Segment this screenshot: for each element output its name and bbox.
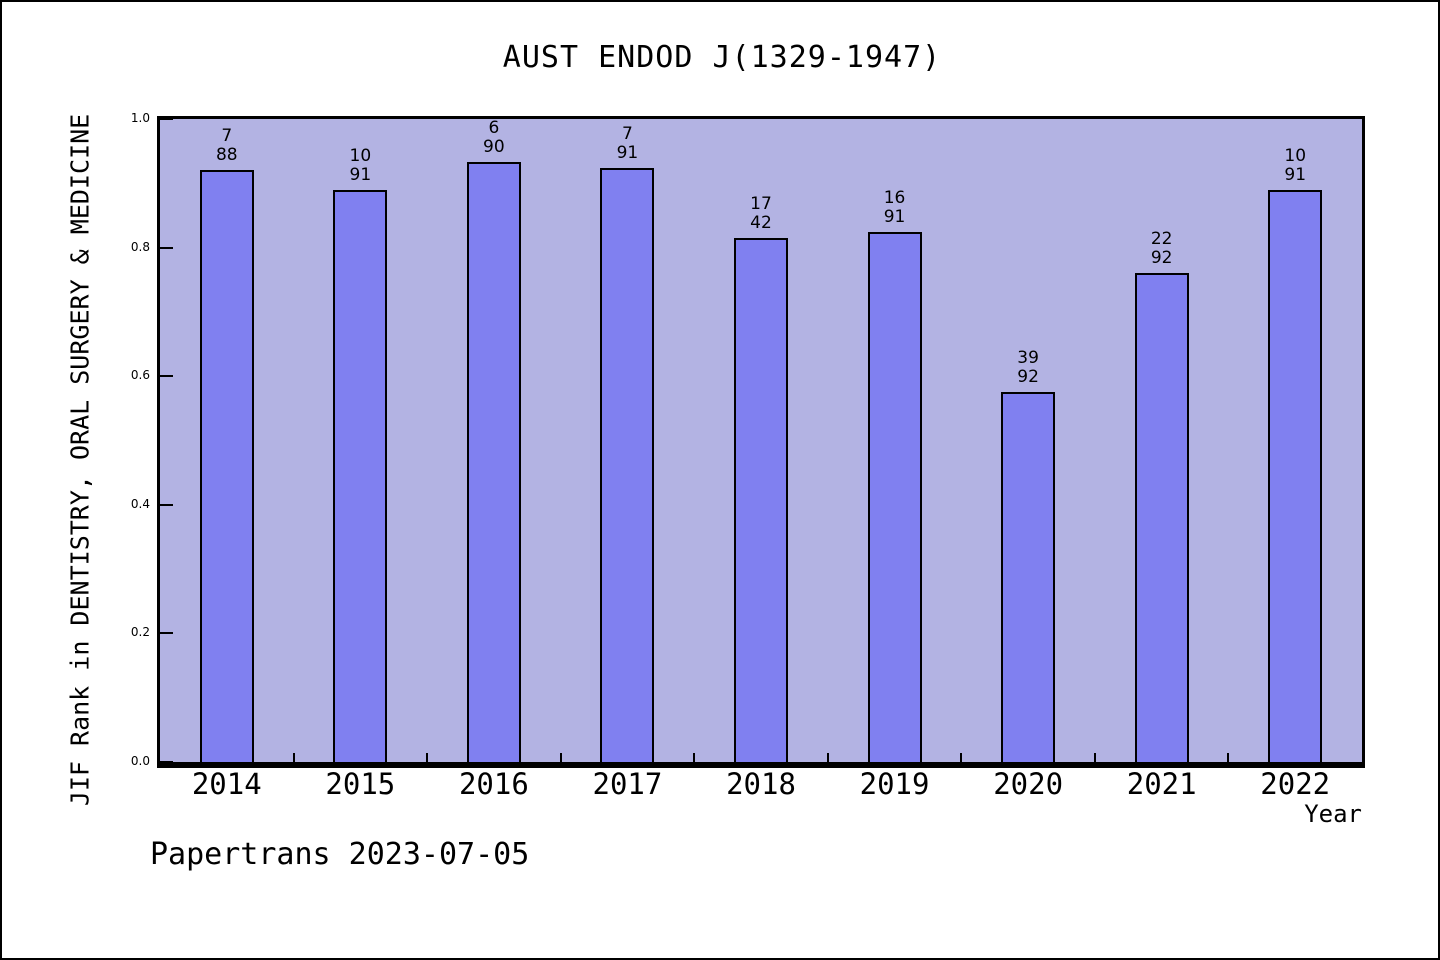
bar-label-total: 92 <box>1017 367 1039 387</box>
bar <box>199 170 254 762</box>
plot-area: 7 88 10 91 6 90 7 91 17 42 16 91 39 92 22 92 10 91 <box>157 116 1365 768</box>
bar <box>1134 273 1189 762</box>
bar-label-rank: 7 <box>221 126 233 146</box>
x-tick-label: 2019 <box>859 767 930 801</box>
bar-label-rank: 6 <box>488 118 500 138</box>
x-axis-label: Year <box>1304 800 1362 828</box>
bar-label-rank: 22 <box>1150 229 1173 249</box>
y-tick-label: 1.0 <box>130 111 150 125</box>
bar-label-total: 88 <box>215 145 238 165</box>
bar-label-rank: 17 <box>750 194 772 214</box>
x-tick-label: 2015 <box>325 767 396 801</box>
y-tick-mark <box>160 632 173 635</box>
bar-label-total: 91 <box>349 165 372 185</box>
y-axis-label: JIF Rank in DENTISTRY, ORAL SURGERY & ME… <box>65 113 95 807</box>
bar-label: 39 92 <box>968 349 1088 387</box>
y-tick-label: 0.8 <box>130 239 150 254</box>
x-tick-label: 2022 <box>1260 767 1331 801</box>
x-tick-label: 2016 <box>458 767 529 801</box>
bar <box>600 168 655 762</box>
y-tick-mark <box>160 246 173 249</box>
plot-inner: 7 88 10 91 6 90 7 91 17 42 16 91 39 92 22 92 10 91 <box>160 118 1362 763</box>
bar-label: 16 91 <box>835 189 955 227</box>
bar <box>734 238 788 762</box>
bar <box>867 232 922 762</box>
y-tick-label: 0.2 <box>130 625 150 640</box>
bar <box>1268 190 1323 762</box>
bar-label-total: 91 <box>883 207 906 227</box>
x-minor-tick <box>693 753 696 762</box>
y-tick-label: 0.0 <box>130 754 150 768</box>
footer-text: Papertrans 2023-07-05 <box>150 837 530 872</box>
bar-label-total: 91 <box>616 143 639 163</box>
y-tick-mark <box>160 375 173 378</box>
x-tick-label: 2018 <box>726 767 796 801</box>
x-tick-label: 2020 <box>993 767 1064 801</box>
bar-label-total: 92 <box>1150 248 1173 268</box>
bar-label-rank: 39 <box>1017 348 1039 368</box>
x-minor-tick <box>292 753 295 762</box>
y-tick-mark <box>160 503 173 506</box>
bar-label: 7 91 <box>567 125 687 163</box>
bar-label: 6 90 <box>434 119 554 157</box>
bar-label: 22 92 <box>1102 230 1222 268</box>
bar-label-rank: 7 <box>622 124 633 144</box>
bar-label: 10 91 <box>300 147 420 185</box>
bar <box>1001 392 1056 762</box>
bar-label-total: 91 <box>1284 165 1307 185</box>
x-tick-label: 2021 <box>1126 767 1197 801</box>
x-minor-tick <box>559 753 562 762</box>
x-tick-label: 2017 <box>592 767 663 801</box>
bar-label: 7 88 <box>167 127 287 165</box>
bar-label: 10 91 <box>1235 147 1355 185</box>
bar-label-rank: 10 <box>1284 146 1307 166</box>
y-tick-mark <box>160 118 173 120</box>
x-minor-tick <box>1227 753 1230 762</box>
x-tick-label: 2014 <box>191 767 262 801</box>
y-tick-label: 0.6 <box>130 368 150 383</box>
bar-label-total: 90 <box>483 137 505 157</box>
chart-title: AUST ENDOD J(1329-1947) <box>502 40 942 75</box>
y-tick-label: 0.4 <box>130 496 150 511</box>
bar <box>466 162 521 762</box>
x-minor-tick <box>426 753 429 762</box>
x-minor-tick <box>826 753 829 762</box>
bar-label: 17 42 <box>701 195 821 233</box>
x-minor-tick <box>1093 753 1096 762</box>
bar-label-rank: 16 <box>883 188 906 208</box>
bar <box>333 190 388 762</box>
bar-label-total: 42 <box>750 213 772 233</box>
y-tick-mark <box>160 761 173 763</box>
x-minor-tick <box>960 753 963 762</box>
bar-label-rank: 10 <box>349 146 372 166</box>
